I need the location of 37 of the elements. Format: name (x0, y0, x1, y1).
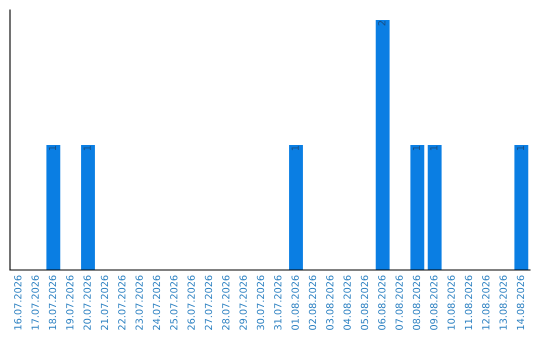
x-tick-label: 10.08.2026 (447, 275, 455, 330)
x-tick-label: 29.07.2026 (239, 275, 247, 330)
x-tick-label: 11.08.2026 (464, 275, 472, 330)
x-tick-label: 26.07.2026 (187, 275, 195, 330)
x-tick-label: 22.07.2026 (118, 275, 126, 330)
x-tick-label: 30.07.2026 (256, 275, 264, 330)
x-tick-label: 14.08.2026 (516, 275, 524, 330)
x-tick-label: 03.08.2026 (326, 275, 334, 330)
x-tick-label: 06.08.2026 (378, 275, 386, 330)
x-tick-label: 17.07.2026 (31, 275, 39, 330)
x-tick-label: 01.08.2026 (291, 275, 299, 330)
x-tick-label: 23.07.2026 (135, 275, 143, 330)
x-tick-label: 27.07.2026 (204, 275, 212, 330)
x-tick-label: 12.08.2026 (482, 275, 490, 330)
x-tick-label: 09.08.2026 (430, 275, 438, 330)
x-tick-label: 25.07.2026 (170, 275, 178, 330)
data-label: 1 (48, 146, 56, 150)
x-tick-label: 08.08.2026 (412, 275, 420, 330)
x-tick-label: 13.08.2026 (499, 275, 507, 330)
x-tick-label: 04.08.2026 (343, 275, 351, 330)
x-tick-label: 18.07.2026 (48, 275, 56, 330)
x-tick-label: 05.08.2026 (360, 275, 368, 330)
x-tick-label: 07.08.2026 (395, 275, 403, 330)
x-tick-label: 19.07.2026 (66, 275, 74, 330)
data-label: 1 (84, 146, 91, 150)
data-label: 1 (292, 146, 299, 150)
x-tick-label: 24.07.2026 (152, 275, 160, 330)
x-tick-label: 02.08.2026 (308, 275, 316, 330)
x-tick-label: 31.07.2026 (274, 275, 282, 330)
data-label: 1 (516, 146, 524, 150)
data-label: 2 (378, 20, 386, 26)
x-tick-label: 20.07.2026 (83, 275, 91, 330)
data-label: 1 (412, 146, 420, 150)
x-tick-label: 28.07.2026 (222, 275, 230, 330)
x-tick-label: 21.07.2026 (100, 275, 108, 330)
data-label: 1 (430, 146, 438, 150)
x-tick-label: 16.07.2026 (14, 275, 22, 330)
